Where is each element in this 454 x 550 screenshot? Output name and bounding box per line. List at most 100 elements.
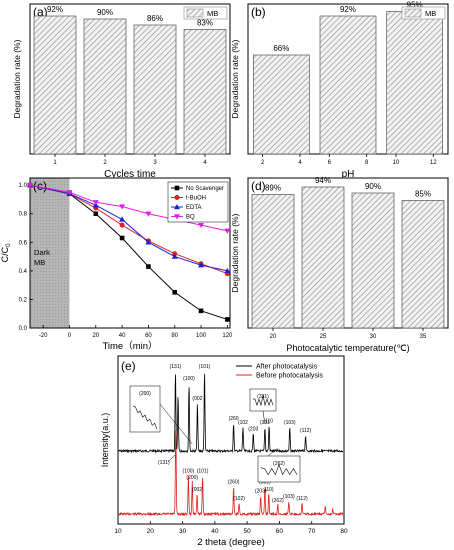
- peak-label-after: (131): [170, 364, 182, 370]
- x-tick-label: 4: [298, 160, 302, 166]
- x-axis-label: Photocatalytic temperature(℃): [286, 343, 409, 353]
- data-point: [93, 211, 99, 217]
- legend-marker: [174, 204, 180, 210]
- data-label: 66%: [273, 44, 289, 53]
- x-tick-label: 35: [420, 334, 427, 340]
- x-tick-label: 50: [244, 528, 252, 535]
- y-tick-label: 1.0: [19, 183, 28, 189]
- y-axis-label-main: C/C: [0, 246, 10, 262]
- data-label: 90%: [97, 8, 113, 17]
- bar: [252, 54, 310, 155]
- y-axis-label: Degradation rate (%): [12, 39, 22, 118]
- x-tick-label: 120: [222, 333, 233, 339]
- x-tick-label: 0: [68, 333, 72, 339]
- peak-label-before: (102): [233, 496, 245, 502]
- dark-region: [30, 178, 70, 328]
- x-tick-label: 4: [203, 160, 207, 166]
- legend-label: MB: [207, 9, 218, 18]
- data-point: [92, 200, 99, 206]
- data-point: [119, 235, 125, 241]
- bar: [301, 186, 345, 329]
- legend-label: No Scavenger: [186, 186, 224, 192]
- x-tick-label: 30: [370, 334, 377, 340]
- legend-label: After photocatalysis: [256, 364, 318, 371]
- x-axis-label: Time（min）: [102, 340, 157, 352]
- data-point: [198, 308, 204, 314]
- x-tick-label: 60: [145, 333, 152, 339]
- y-tick-label: 0.4: [19, 269, 28, 275]
- panel-a: (a) 92% 90% 86% 83% 1 2 3 4 Cycles time Degradatio…: [12, 3, 231, 180]
- bar: [319, 15, 377, 155]
- panel-label: (a): [33, 5, 48, 19]
- legend-label: BQ: [186, 215, 195, 221]
- plot-frame: [29, 177, 231, 329]
- legend-label: t-BuOH: [186, 196, 206, 202]
- y-axis-label: Degradation rate (%): [230, 213, 240, 292]
- legend-marker: [174, 195, 180, 200]
- x-axis-label: pH: [342, 169, 355, 180]
- inset-box: [249, 388, 277, 412]
- peak-label-before: (200): [186, 475, 198, 481]
- series-line: [29, 184, 228, 232]
- data-label: 95%: [407, 1, 423, 10]
- x-tick-label: 40: [211, 528, 219, 535]
- data-point: [224, 267, 231, 274]
- y-tick-label: 0.2: [19, 297, 28, 303]
- legend-marker: [174, 185, 180, 191]
- inset-trace: [252, 395, 274, 407]
- peak-label-after: (203: [248, 426, 258, 432]
- bar: [33, 15, 77, 155]
- inset-connector: [262, 410, 266, 425]
- data-point: [27, 182, 33, 189]
- x-tick-label: 80: [340, 528, 348, 535]
- y-axis-label: C/C0: [0, 243, 12, 263]
- peak-label-before: (112): [296, 496, 308, 502]
- peak-label-after: 110: [265, 418, 273, 424]
- data-point: [225, 317, 230, 322]
- x-axis-label: Cycles time: [104, 169, 156, 180]
- x-tick-label: 25: [320, 334, 327, 340]
- data-label: 89%: [265, 184, 281, 193]
- x-tick-label: 2: [261, 160, 265, 166]
- panel-d: (d) 89% 94% 90% 85% 20 25 30 35 Photocatalytic te…: [230, 176, 449, 353]
- x-tick-label: 30: [179, 528, 187, 535]
- data-point: [66, 190, 73, 196]
- bar: [251, 194, 295, 329]
- peak-label-before: (331): [259, 479, 271, 485]
- legend-label: MB: [425, 9, 436, 18]
- inset-trace: [260, 463, 298, 476]
- x-tick-label: 20: [270, 334, 277, 340]
- peak-label-before: 110): [264, 487, 274, 493]
- inset-label: (262): [273, 461, 285, 467]
- peak-label-before: (103): [283, 494, 295, 500]
- inset-connector: [267, 447, 278, 457]
- legend-swatch: [186, 8, 204, 18]
- legend-marker: [174, 214, 180, 220]
- inset-label: (200): [139, 391, 151, 397]
- x-tick-label: 8: [365, 160, 369, 166]
- panel-label: (b): [251, 5, 266, 19]
- peak-label-after: (100): [183, 376, 195, 382]
- bar: [83, 18, 127, 155]
- y-axis-label: Intensity(a.u.): [100, 413, 110, 468]
- x-tick-label: 100: [196, 333, 207, 339]
- peak-label-before: (262): [272, 498, 284, 504]
- before-pattern: [118, 430, 344, 517]
- data-point: [146, 264, 151, 269]
- x-tick-label: 20: [92, 333, 99, 339]
- data-point: [119, 216, 126, 222]
- x-tick-label: 20: [147, 528, 155, 535]
- callout-line: [167, 454, 176, 463]
- x-tick-label: 12: [430, 160, 437, 166]
- series-line: [29, 184, 228, 320]
- y-axis-label: Degradation rate (%): [230, 39, 240, 118]
- x-tick-label: 60: [276, 528, 284, 535]
- x-tick-label: 70: [308, 528, 316, 535]
- bar: [386, 11, 444, 155]
- data-point: [224, 228, 231, 234]
- panel-label: (d): [251, 179, 266, 193]
- data-label: 92%: [47, 5, 63, 14]
- peak-label-after: (101): [199, 364, 211, 370]
- peak-label-before: (260): [228, 479, 240, 485]
